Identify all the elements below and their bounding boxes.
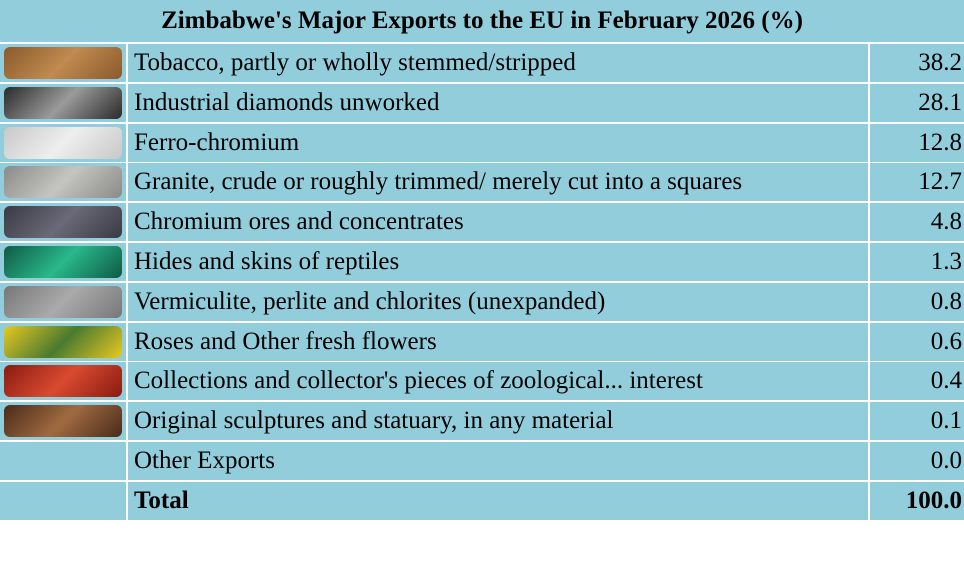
table-row: Ferro-chromium 12.8 bbox=[0, 123, 964, 162]
export-name: Granite, crude or roughly trimmed/ merel… bbox=[128, 163, 868, 202]
export-name: Vermiculite, perlite and chlorites (unex… bbox=[128, 282, 868, 321]
table-title: Zimbabwe's Major Exports to the EU in Fe… bbox=[0, 0, 964, 42]
export-share: 100.0 bbox=[870, 481, 964, 520]
export-share: 4.8 bbox=[870, 203, 964, 242]
export-share: 0.6 bbox=[870, 322, 964, 361]
image-cell bbox=[0, 481, 126, 520]
export-name: Collections and collector's pieces of zo… bbox=[128, 362, 868, 401]
image-cell bbox=[0, 243, 126, 281]
table-row: Chromium ores and concentrates 4.8 bbox=[0, 203, 964, 242]
product-image bbox=[4, 246, 122, 278]
image-cell bbox=[0, 442, 126, 480]
export-name: Original sculptures and statuary, in any… bbox=[128, 402, 868, 441]
export-name: Tobacco, partly or wholly stemmed/stripp… bbox=[128, 44, 868, 82]
table-row: Original sculptures and statuary, in any… bbox=[0, 402, 964, 441]
product-image bbox=[4, 126, 122, 159]
export-name: Other Exports bbox=[128, 442, 868, 480]
product-image bbox=[4, 47, 122, 79]
export-name: Roses and Other fresh flowers bbox=[128, 322, 868, 361]
product-image bbox=[4, 405, 122, 438]
export-share: 38.2 bbox=[870, 44, 964, 82]
export-share: 1.3 bbox=[870, 243, 964, 281]
image-cell bbox=[0, 163, 126, 202]
table-row: Industrial diamonds unworked 28.1 bbox=[0, 83, 964, 122]
export-name: Chromium ores and concentrates bbox=[128, 203, 868, 242]
product-image bbox=[4, 285, 122, 318]
table-row: Total 100.0 bbox=[0, 481, 964, 520]
export-name: Industrial diamonds unworked bbox=[128, 83, 868, 122]
export-name: Ferro-chromium bbox=[128, 123, 868, 162]
export-share: 0.8 bbox=[870, 282, 964, 321]
table-row: Hides and skins of reptiles 1.3 bbox=[0, 243, 964, 281]
table-row: Collections and collector's pieces of zo… bbox=[0, 362, 964, 401]
image-cell bbox=[0, 123, 126, 162]
image-cell bbox=[0, 402, 126, 441]
product-image bbox=[4, 206, 122, 239]
product-image bbox=[4, 166, 122, 199]
export-name: Hides and skins of reptiles bbox=[128, 243, 868, 281]
export-share: 28.1 bbox=[870, 83, 964, 122]
export-share: 0.4 bbox=[870, 362, 964, 401]
product-image bbox=[4, 365, 122, 398]
product-image bbox=[4, 86, 122, 119]
export-name: Total bbox=[128, 481, 868, 520]
table-row: Roses and Other fresh flowers 0.6 bbox=[0, 322, 964, 361]
product-image bbox=[4, 325, 122, 358]
table-row: Vermiculite, perlite and chlorites (unex… bbox=[0, 282, 964, 321]
image-cell bbox=[0, 362, 126, 401]
export-share: 12.8 bbox=[870, 123, 964, 162]
export-share: 0.1 bbox=[870, 402, 964, 441]
image-cell bbox=[0, 282, 126, 321]
table-row: Tobacco, partly or wholly stemmed/stripp… bbox=[0, 44, 964, 82]
export-share: 0.0 bbox=[870, 442, 964, 480]
table-row: Granite, crude or roughly trimmed/ merel… bbox=[0, 163, 964, 202]
table-row: Other Exports 0.0 bbox=[0, 442, 964, 480]
image-cell bbox=[0, 203, 126, 242]
image-cell bbox=[0, 322, 126, 361]
export-share: 12.7 bbox=[870, 163, 964, 202]
image-cell bbox=[0, 44, 126, 82]
image-cell bbox=[0, 83, 126, 122]
